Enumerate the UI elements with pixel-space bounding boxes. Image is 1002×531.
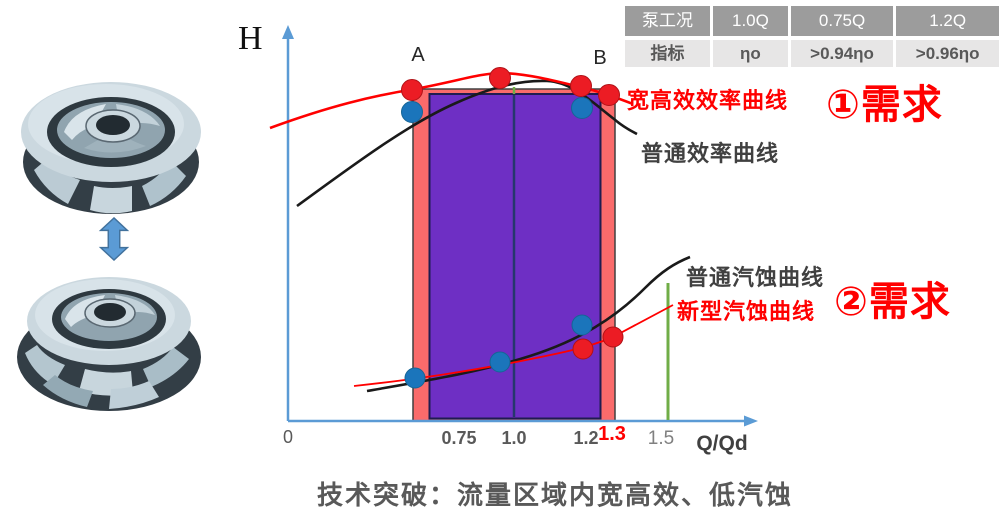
table-cell: 指标	[625, 40, 711, 67]
data-point-red	[598, 84, 620, 106]
impeller-bottom-image	[17, 277, 201, 411]
double-arrow-icon	[98, 217, 130, 261]
data-point-blue	[571, 97, 593, 119]
demand-2-label: ②需求	[834, 280, 951, 324]
impeller-top-image	[21, 82, 201, 214]
data-point-red	[489, 67, 511, 89]
cavitation-normal-curve	[366, 255, 691, 393]
data-point-red	[401, 79, 423, 101]
page-title: 技术突破：流量区域内宽高效、低汽蚀	[317, 480, 794, 510]
y-axis-label: H	[238, 20, 263, 57]
x-tick-1p5: 1.5	[647, 428, 675, 449]
data-point-blue	[571, 314, 593, 336]
data-point-blue	[489, 351, 511, 373]
table-cell: 泵工况	[625, 6, 711, 36]
table-cell: ηo	[713, 40, 788, 67]
blue-data-points	[401, 97, 593, 389]
table-row-indicators: 指标 ηo >0.94ηo >0.96ηo	[625, 40, 999, 67]
x-axis-arrow-icon	[744, 415, 758, 427]
x-tick-0: 0	[282, 427, 294, 447]
x-tick-1p0: 1.0	[501, 428, 527, 448]
x-tick-1p2: 1.2	[573, 428, 599, 448]
demand-1-label: ①需求	[826, 83, 943, 127]
y-axis-arrow-icon	[282, 25, 294, 39]
table-cell: 1.2Q	[896, 6, 999, 36]
wide-efficiency-curve-label: 宽高效效率曲线	[627, 88, 789, 113]
new-cavitation-curve-label: 新型汽蚀曲线	[677, 299, 816, 324]
x-axis-label: Q/Qd	[696, 432, 748, 455]
table-cell: >0.96ηo	[896, 40, 999, 67]
data-point-blue	[401, 101, 423, 123]
x-tick-1p3: 1.3	[598, 423, 626, 445]
efficiency-normal-curve	[296, 79, 638, 208]
red-data-points	[401, 67, 624, 360]
data-point-blue	[404, 367, 426, 389]
table-row-conditions: 泵工况 1.0Q 0.75Q 1.2Q	[625, 6, 999, 36]
x-tick-0p75: 0.75	[441, 428, 477, 448]
normal-efficiency-curve-label: 普通效率曲线	[641, 141, 780, 166]
table-cell: >0.94ηo	[790, 40, 894, 67]
table-cell: 1.0Q	[713, 6, 788, 36]
data-point-red	[602, 326, 624, 348]
data-point-red	[572, 338, 594, 360]
point-label-a: A	[411, 44, 425, 66]
data-point-red	[570, 75, 592, 97]
requirements-table: 泵工况 1.0Q 0.75Q 1.2Q 指标 ηo >0.94ηo >0.96η…	[622, 2, 1002, 71]
normal-cavitation-curve-label: 普通汽蚀曲线	[686, 265, 825, 290]
point-label-b: B	[593, 47, 607, 69]
table-cell: 0.75Q	[790, 6, 894, 36]
